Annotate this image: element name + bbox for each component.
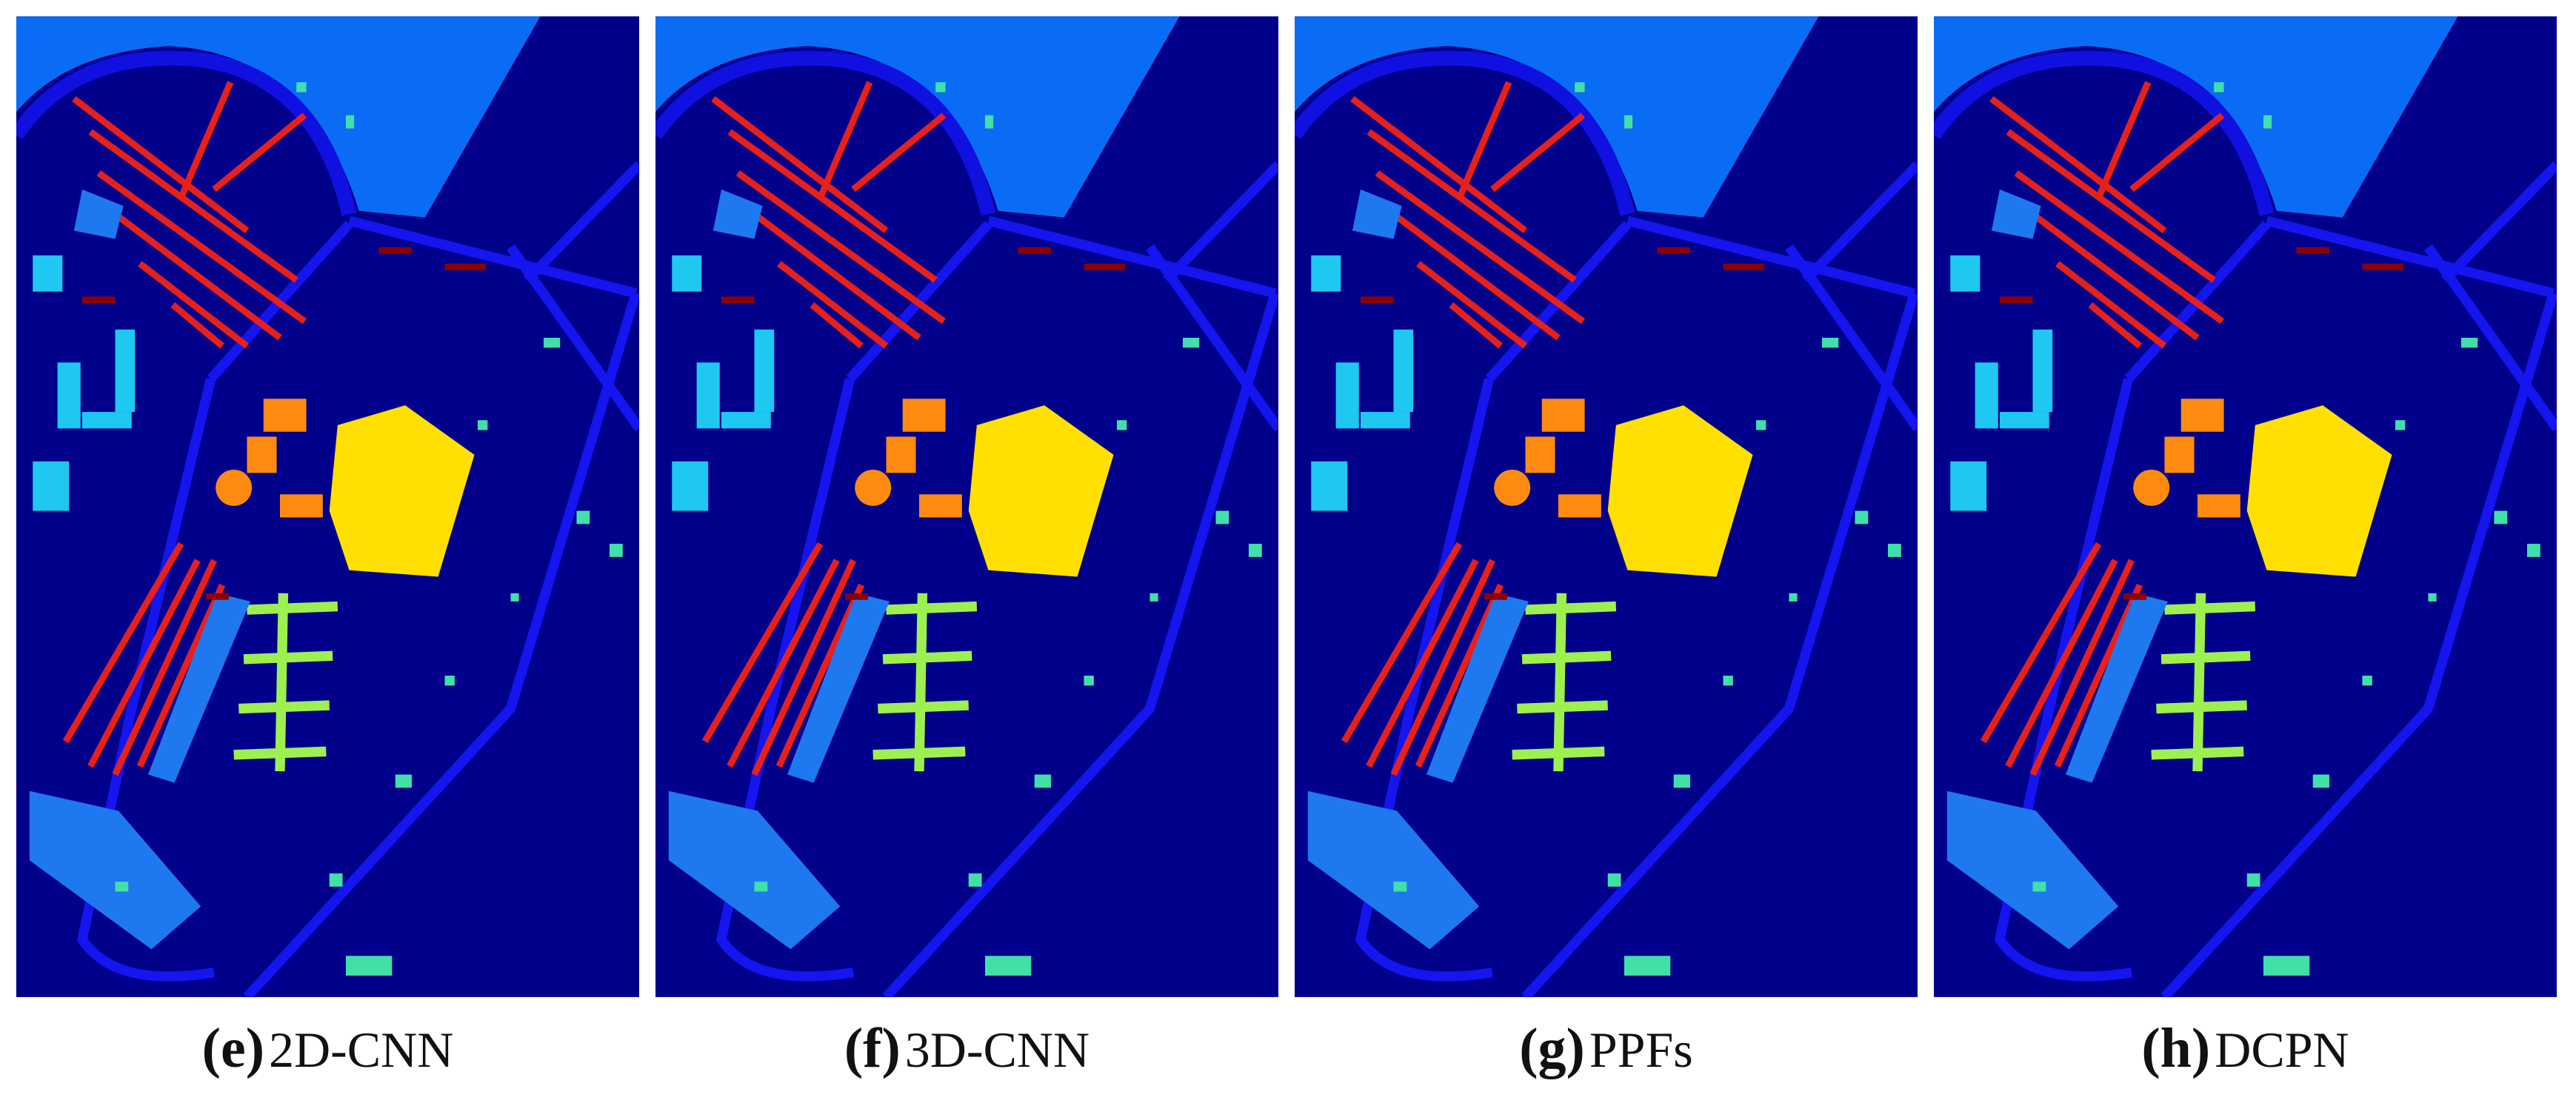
- caption-name: 2D-CNN: [269, 1022, 453, 1078]
- caption-label: (g): [1519, 1017, 1585, 1079]
- classification-map: [1934, 16, 2557, 997]
- caption-name: DCPN: [2215, 1022, 2349, 1078]
- caption-name: 3D-CNN: [905, 1022, 1090, 1078]
- caption: (e)2D-CNN: [202, 1017, 454, 1079]
- caption-label: (h): [2141, 1017, 2210, 1079]
- caption: (g)PPFs: [1519, 1017, 1693, 1079]
- caption: (h)DCPN: [2141, 1017, 2349, 1079]
- caption-label: (f): [844, 1017, 901, 1079]
- classification-map: [655, 16, 1278, 997]
- caption-name: PPFs: [1589, 1022, 1693, 1078]
- classification-map: [1295, 16, 1918, 997]
- caption-label: (e): [202, 1017, 264, 1079]
- classification-map: [16, 16, 639, 997]
- caption: (f)3D-CNN: [844, 1017, 1090, 1079]
